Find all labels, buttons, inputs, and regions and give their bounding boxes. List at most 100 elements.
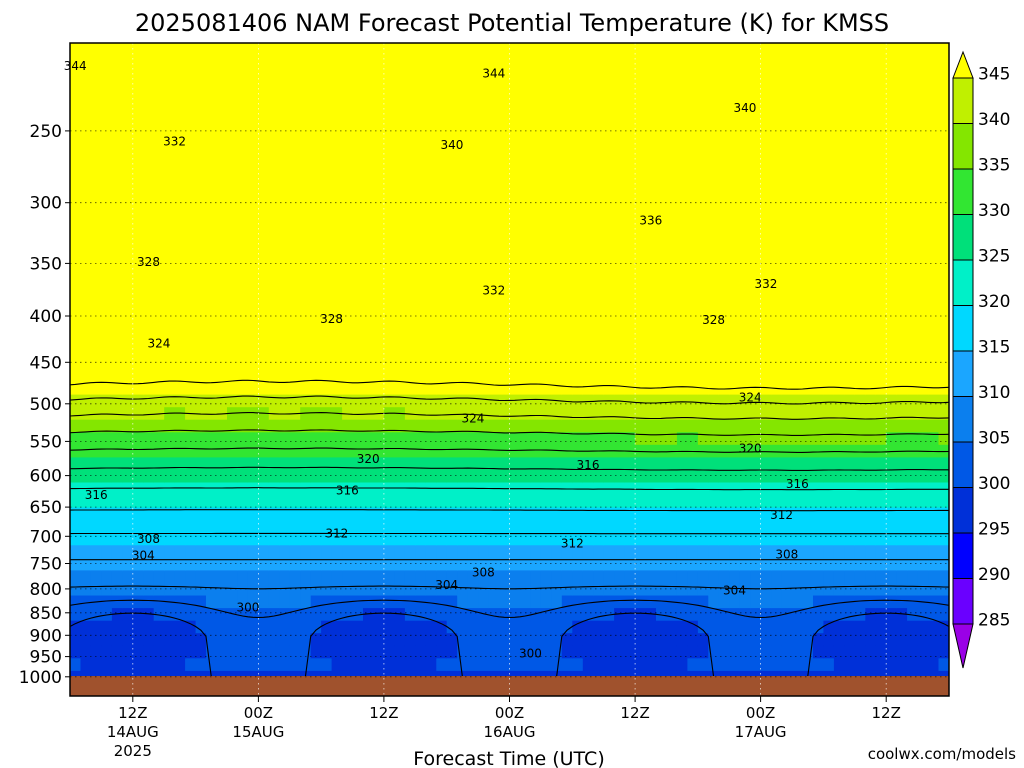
heat-cell xyxy=(530,319,542,333)
heat-cell xyxy=(530,557,542,572)
heat-cell xyxy=(195,444,207,458)
heat-cell xyxy=(258,181,270,195)
heat-cell xyxy=(666,570,678,584)
heat-cell xyxy=(813,55,825,69)
heat-cell xyxy=(896,507,908,521)
heat-cell xyxy=(917,80,929,94)
heat-cell xyxy=(844,80,856,94)
heat-cell xyxy=(300,608,312,622)
heat-cell xyxy=(101,432,113,446)
heat-cell xyxy=(383,243,395,258)
heat-cell xyxy=(185,118,197,132)
heat-cell xyxy=(383,658,395,672)
heat-cell xyxy=(331,482,343,496)
heat-cell xyxy=(771,633,783,647)
heat-cell xyxy=(80,595,92,609)
heat-cell xyxy=(289,382,301,396)
heat-cell xyxy=(865,570,877,584)
heat-cell xyxy=(425,294,437,308)
heat-cell xyxy=(153,281,165,295)
heat-cell xyxy=(729,432,741,446)
heat-cell xyxy=(321,520,333,534)
heat-cell xyxy=(886,281,898,295)
heat-cell xyxy=(331,608,343,622)
heat-cell xyxy=(247,633,259,647)
heat-cell xyxy=(907,143,919,157)
heat-cell xyxy=(781,658,793,672)
heat-cell xyxy=(90,608,102,622)
heat-cell xyxy=(917,608,929,622)
heat-cell xyxy=(792,168,804,182)
heat-cell xyxy=(132,520,144,534)
heat-cell xyxy=(645,168,657,182)
heat-cell xyxy=(101,168,113,182)
heat-cell xyxy=(561,193,573,207)
heat-cell xyxy=(488,369,500,383)
heat-cell xyxy=(551,306,563,320)
heat-cell xyxy=(457,218,469,232)
heat-cell xyxy=(802,105,814,119)
heat-cell xyxy=(802,181,814,195)
heat-cell xyxy=(938,231,949,245)
heat-cell xyxy=(708,80,720,94)
heat-cell xyxy=(331,507,343,521)
heat-cell xyxy=(185,557,197,572)
heat-cell xyxy=(844,319,856,333)
heat-cell xyxy=(593,658,605,672)
heat-cell xyxy=(383,181,395,195)
heat-cell xyxy=(928,243,940,258)
heat-cell xyxy=(258,432,270,446)
heat-cell xyxy=(247,457,259,471)
heat-cell xyxy=(865,444,877,458)
heat-cell xyxy=(342,68,354,82)
heat-cell xyxy=(352,281,364,295)
heat-cell xyxy=(739,243,751,258)
heat-cell xyxy=(928,269,940,283)
heat-cell xyxy=(813,495,825,509)
heat-cell xyxy=(624,608,636,622)
heat-cell xyxy=(833,231,845,245)
heat-cell xyxy=(415,394,427,408)
heat-cell xyxy=(373,206,385,220)
heat-cell xyxy=(614,206,626,220)
heat-cell xyxy=(457,608,469,622)
heat-cell xyxy=(561,231,573,245)
heat-cell xyxy=(509,658,521,672)
heat-cell xyxy=(227,495,239,509)
heat-cell xyxy=(593,68,605,82)
heat-cell xyxy=(216,419,228,433)
heat-cell xyxy=(488,68,500,82)
heat-cell xyxy=(174,583,186,597)
heat-cell xyxy=(467,595,479,609)
heat-cell xyxy=(499,545,511,559)
heat-cell xyxy=(237,294,249,308)
heat-cell xyxy=(111,93,123,107)
heat-cell xyxy=(268,432,280,446)
heat-cell xyxy=(467,608,479,622)
heat-cell xyxy=(310,168,322,182)
heat-cell xyxy=(279,281,291,295)
heat-cell xyxy=(614,382,626,396)
heat-cell xyxy=(656,532,668,546)
heat-cell xyxy=(729,356,741,371)
heat-cell xyxy=(457,294,469,308)
heat-cell xyxy=(70,55,82,69)
y-tick-label: 950 xyxy=(30,648,62,668)
heat-cell xyxy=(478,130,490,145)
heat-cell xyxy=(938,80,949,94)
heat-cell xyxy=(561,658,573,672)
heat-cell xyxy=(206,68,218,82)
heat-cell xyxy=(530,457,542,471)
heat-cell xyxy=(635,633,647,647)
heat-cell xyxy=(896,457,908,471)
heat-cell xyxy=(331,620,343,634)
heat-cell xyxy=(90,294,102,308)
heat-cell xyxy=(342,143,354,157)
heat-cell xyxy=(614,532,626,546)
heat-cell xyxy=(917,93,929,107)
heat-cell xyxy=(781,356,793,371)
heat-cell xyxy=(656,105,668,119)
heat-cell xyxy=(310,432,322,446)
contour-label: 328 xyxy=(320,312,343,326)
heat-cell xyxy=(122,520,134,534)
